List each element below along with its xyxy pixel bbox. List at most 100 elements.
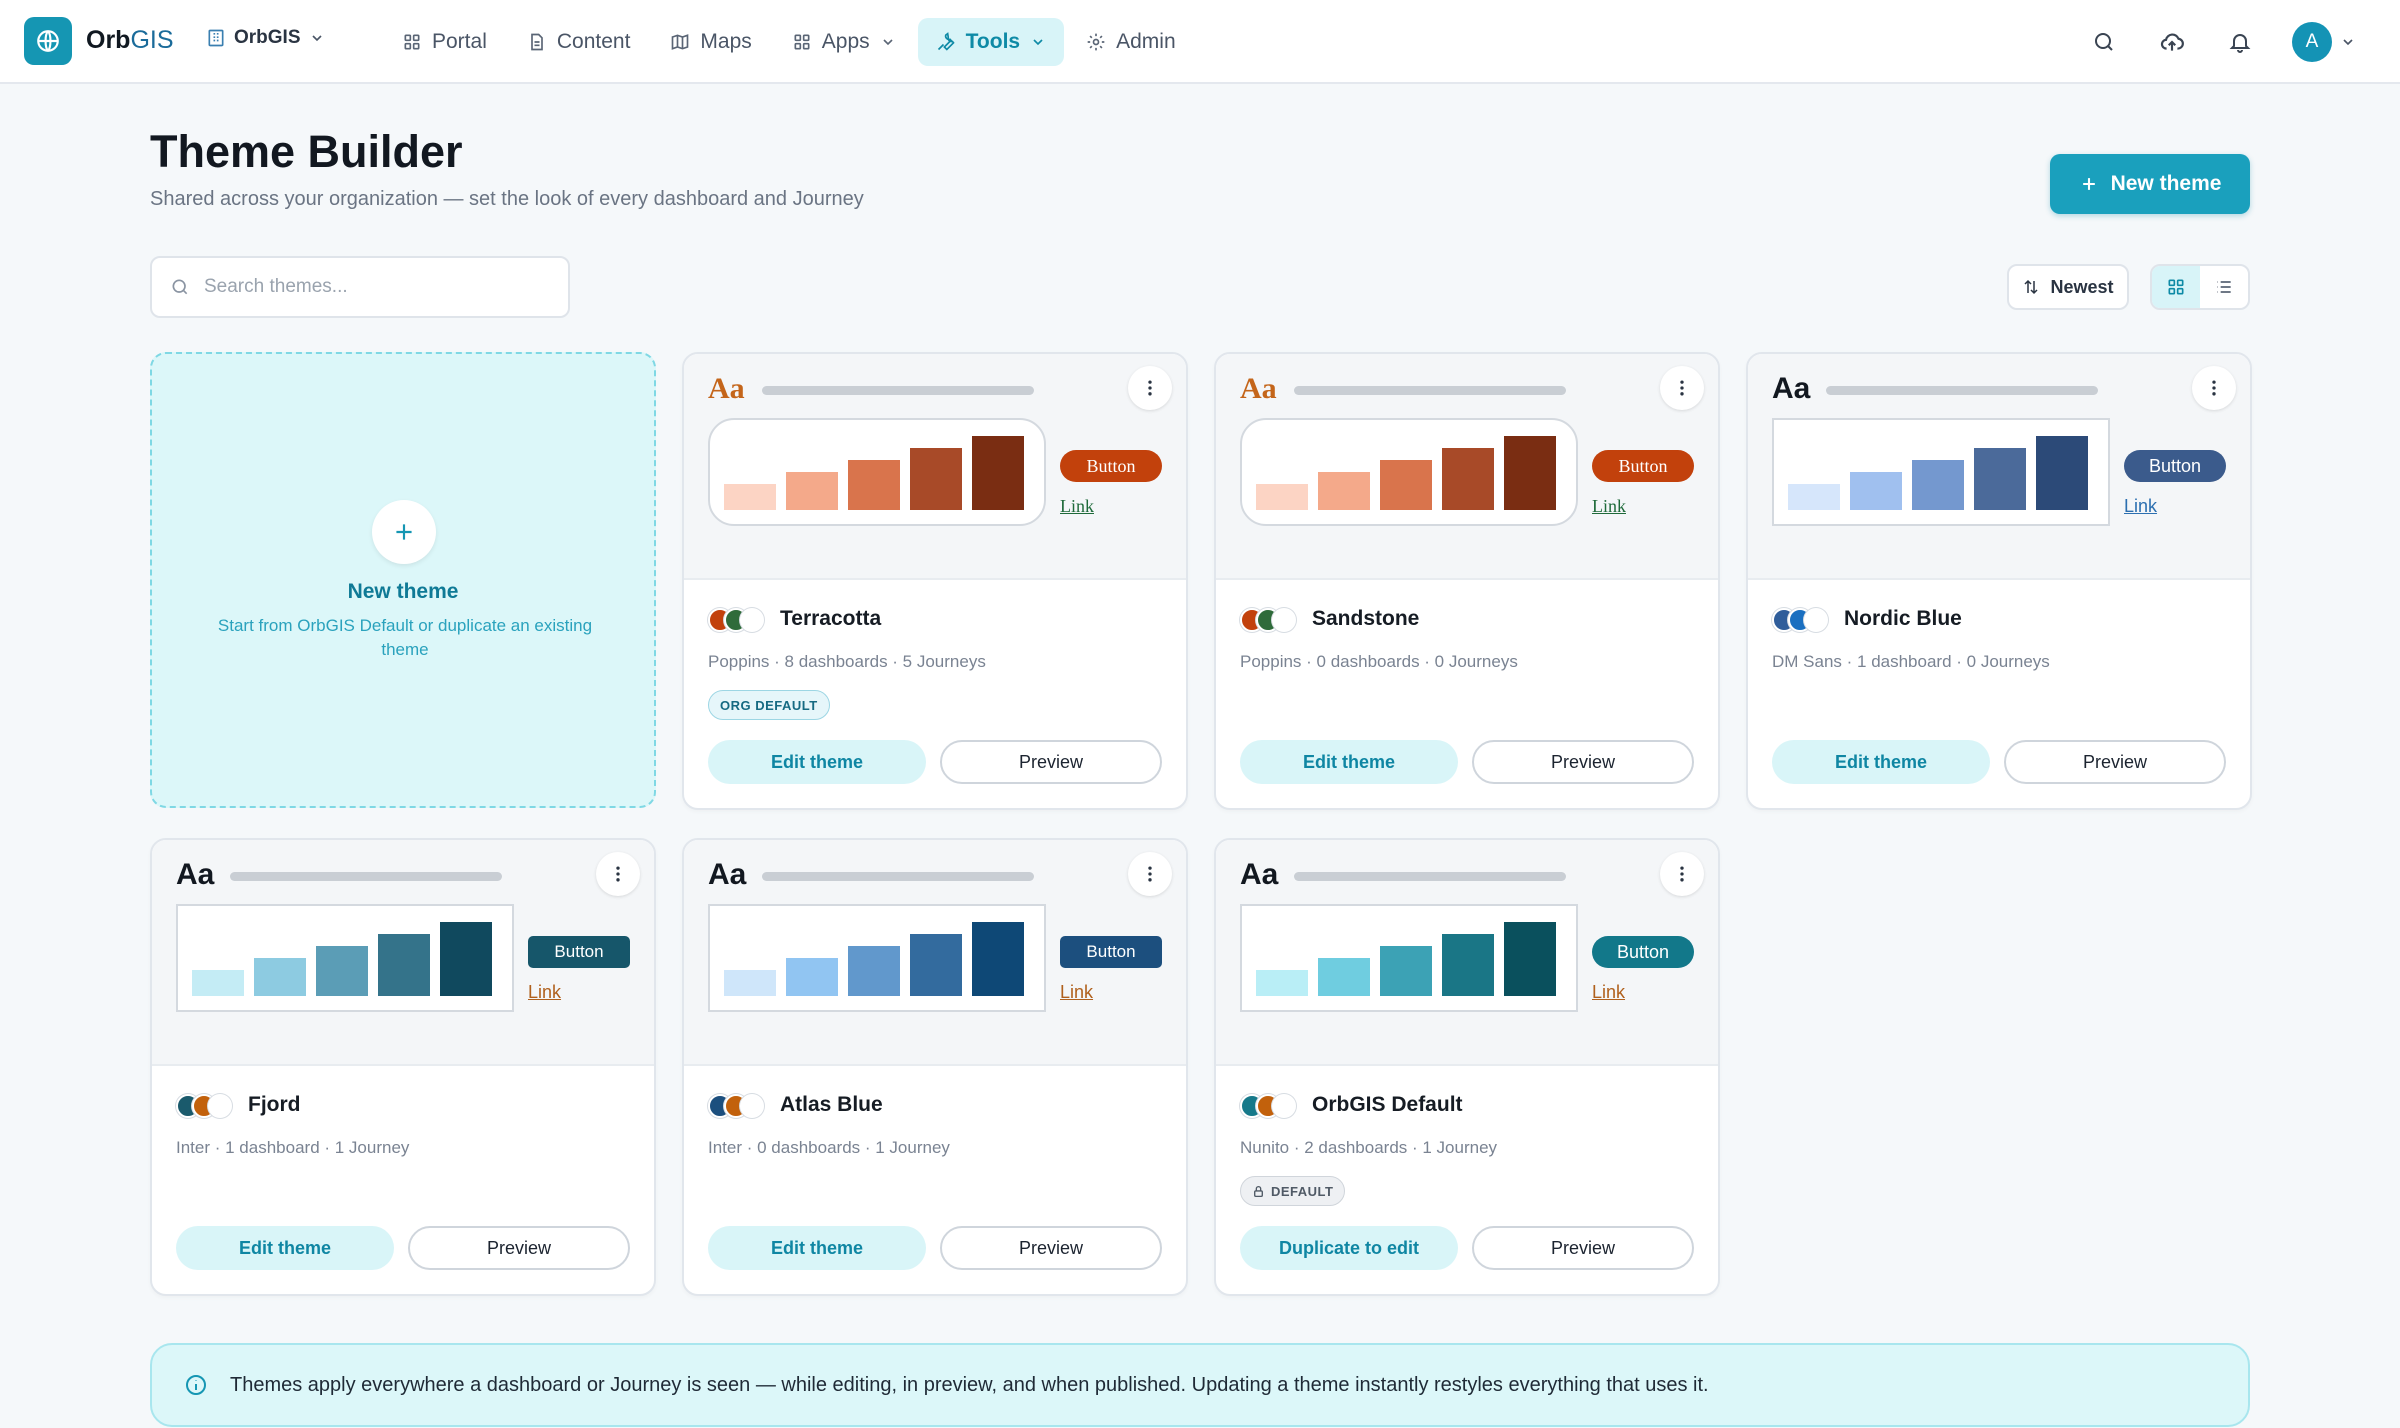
theme-preview: Aa Button Link <box>684 840 1186 1066</box>
gear-icon <box>1087 33 1105 51</box>
edit-theme-button[interactable]: Edit theme <box>176 1226 394 1270</box>
account-menu-chevron[interactable] <box>2332 20 2364 64</box>
theme-card[interactable]: Aa Button Link Atlas Blue Inter · 0 dash… <box>682 838 1188 1296</box>
nav-admin[interactable]: Admin <box>1068 18 1194 66</box>
card-menu-button[interactable] <box>1660 366 1704 410</box>
preview-bar <box>786 958 838 996</box>
preview-bars <box>192 922 492 996</box>
card-menu-button[interactable] <box>596 852 640 896</box>
link-sample: Link <box>1060 982 1094 1002</box>
grid-view-icon <box>2168 279 2184 295</box>
list-view-button[interactable] <box>2200 266 2248 308</box>
grid-icon <box>404 34 420 50</box>
card-menu-button[interactable] <box>1128 366 1172 410</box>
chart-preview <box>708 418 1046 526</box>
notifications-button[interactable] <box>2206 20 2274 64</box>
color-swatch <box>208 1094 232 1118</box>
plus-circle <box>372 500 436 564</box>
new-theme-card[interactable]: New theme Start from OrbGIS Default or d… <box>150 352 656 808</box>
link-sample: Link <box>1060 496 1094 516</box>
card-menu-button[interactable] <box>1660 852 1704 896</box>
title-placeholder-bar <box>762 386 1034 395</box>
card-menu-button[interactable] <box>2192 366 2236 410</box>
preview-bars <box>1256 922 1556 996</box>
view-toggle <box>2150 264 2250 310</box>
edit-theme-button[interactable]: Duplicate to edit <box>1240 1226 1458 1270</box>
button-sample: Button <box>528 936 630 968</box>
theme-tag: ORG DEFAULT <box>708 690 830 720</box>
document-icon <box>531 33 543 51</box>
edit-theme-button[interactable]: Edit theme <box>708 740 926 784</box>
chevron-down-icon <box>883 39 893 46</box>
app-logo[interactable] <box>24 17 72 65</box>
page-subtitle: Shared across your organization — set th… <box>150 188 864 210</box>
preview-bar <box>378 934 430 996</box>
preview-button[interactable]: Preview <box>1472 1226 1694 1270</box>
apps-icon <box>794 34 810 50</box>
grid-view-button[interactable] <box>2152 266 2200 308</box>
new-theme-button[interactable]: New theme <box>2050 154 2250 214</box>
wrench-icon <box>937 32 955 51</box>
theme-card[interactable]: Aa Button Link OrbGIS Default Nunito · 2… <box>1214 838 1720 1296</box>
more-vertical-icon <box>1680 380 1684 396</box>
more-vertical-icon <box>1148 380 1152 396</box>
preview-button[interactable]: Preview <box>2004 740 2226 784</box>
color-swatches <box>1240 1094 1296 1118</box>
sort-button[interactable]: Newest <box>2007 264 2129 310</box>
nav-maps[interactable]: Maps <box>652 18 769 66</box>
search-icon <box>172 279 188 295</box>
edit-theme-button[interactable]: Edit theme <box>1772 740 1990 784</box>
preview-bar <box>972 436 1024 510</box>
preview-bar <box>848 946 900 996</box>
preview-bar <box>254 958 306 996</box>
theme-meta: Poppins · 8 dashboards · 5 Journeys <box>708 652 986 671</box>
title-placeholder-bar <box>1826 386 2098 395</box>
preview-button[interactable]: Preview <box>1472 740 1694 784</box>
preview-bar <box>1974 448 2026 510</box>
theme-preview: Aa Button Link <box>1216 840 1718 1066</box>
info-banner: Themes apply everywhere a dashboard or J… <box>150 1343 2250 1427</box>
upload-button[interactable] <box>2138 20 2206 64</box>
bell-icon <box>2229 34 2251 53</box>
avatar[interactable]: A <box>2292 22 2332 62</box>
theme-name: Nordic Blue <box>1844 607 1962 630</box>
theme-meta: Inter · 0 dashboards · 1 Journey <box>708 1138 950 1157</box>
link-sample: Link <box>528 982 562 1002</box>
search-input[interactable] <box>204 276 544 298</box>
edit-theme-button[interactable]: Edit theme <box>708 1226 926 1270</box>
chevron-down-icon <box>1033 39 1043 46</box>
theme-tag: DEFAULT <box>1240 1176 1346 1206</box>
link-sample: Link <box>1592 496 1626 516</box>
preview-bar <box>848 460 900 510</box>
nav-tools[interactable]: Tools <box>917 18 1065 66</box>
nav-apps[interactable]: Apps <box>774 18 914 66</box>
org-switcher[interactable]: OrbGIS <box>206 27 325 49</box>
org-name: OrbGIS <box>234 27 301 48</box>
nav-content[interactable]: Content <box>509 18 649 66</box>
preview-button[interactable]: Preview <box>940 1226 1162 1270</box>
theme-card[interactable]: Aa Button Link Sandstone Poppins · 0 das… <box>1214 352 1720 810</box>
nav-portal[interactable]: Portal <box>384 18 505 66</box>
search-button[interactable] <box>2070 20 2138 64</box>
typography-sample: Aa <box>176 858 215 891</box>
preview-bars <box>724 436 1024 510</box>
button-sample: Button <box>1592 450 1694 482</box>
map-icon <box>672 34 689 50</box>
more-vertical-icon <box>1680 866 1684 882</box>
plus-icon <box>396 524 412 540</box>
link-sample: Link <box>1592 982 1626 1002</box>
theme-card[interactable]: Aa Button Link Terracotta Poppins · 8 da… <box>682 352 1188 810</box>
chevron-down-icon <box>2343 39 2353 46</box>
edit-theme-button[interactable]: Edit theme <box>1240 740 1458 784</box>
preview-bar <box>786 472 838 510</box>
card-menu-button[interactable] <box>1128 852 1172 896</box>
preview-button[interactable]: Preview <box>408 1226 630 1270</box>
theme-name: Sandstone <box>1312 607 1420 630</box>
preview-bar <box>1442 448 1494 510</box>
theme-meta: Nunito · 2 dashboards · 1 Journey <box>1240 1138 1498 1157</box>
typography-sample: Aa <box>1240 372 1277 405</box>
theme-card[interactable]: Aa Button Link Fjord Inter · 1 dashboard… <box>150 838 656 1296</box>
globe-icon <box>37 30 59 52</box>
theme-card[interactable]: Aa Button Link Nordic Blue DM Sans · 1 d… <box>1746 352 2252 810</box>
preview-button[interactable]: Preview <box>940 740 1162 784</box>
